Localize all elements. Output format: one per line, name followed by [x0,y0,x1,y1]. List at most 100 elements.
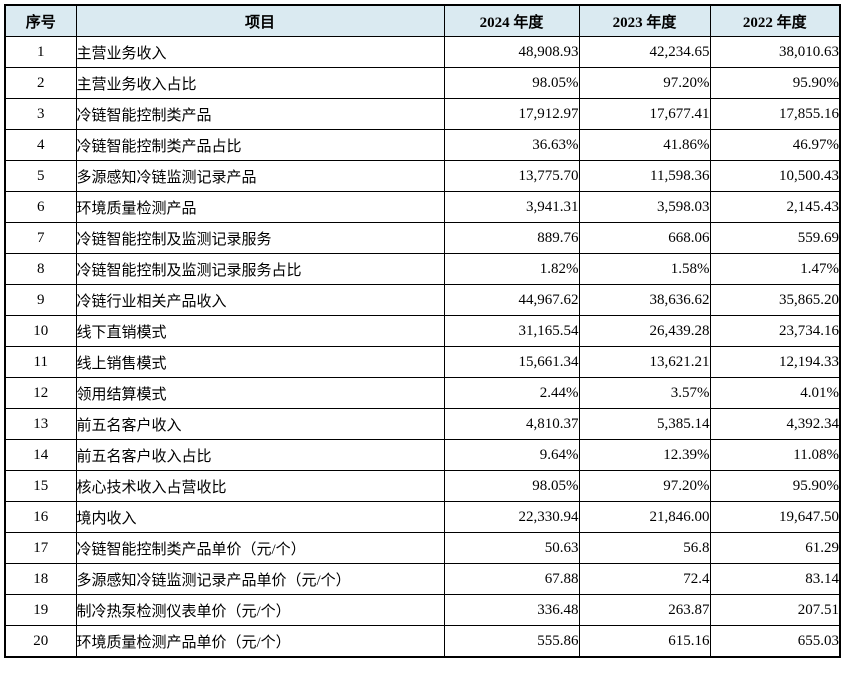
table-row: 17 冷链智能控制类产品单价（元/个） 50.63 56.8 61.29 [4,532,841,564]
table-row: 3 冷链智能控制类产品 17,912.97 17,677.41 17,855.1… [4,98,841,130]
financial-table: 序号 项目 2024 年度 2023 年度 2022 年度 1 主营业务收入 4… [4,4,841,658]
value-2024-cell: 48,908.93 [443,36,580,68]
value-2022-cell: 95.90% [709,67,841,99]
table-row: 20 环境质量检测产品单价（元/个） 555.86 615.16 655.03 [4,625,841,658]
value-2022-cell: 12,194.33 [709,346,841,378]
row-number-cell: 17 [4,532,77,564]
financial-table-container: 序号 项目 2024 年度 2023 年度 2022 年度 1 主营业务收入 4… [4,4,841,658]
value-2022-cell: 10,500.43 [709,160,841,192]
value-2024-cell: 22,330.94 [443,501,580,533]
value-2022-cell: 4.01% [709,377,841,409]
item-name-cell: 主营业务收入占比 [75,67,445,99]
row-number-cell: 11 [4,346,77,378]
value-2024-cell: 336.48 [443,594,580,626]
item-name-cell: 冷链智能控制类产品单价（元/个） [75,532,445,564]
row-number-cell: 1 [4,36,77,68]
row-number-cell: 5 [4,160,77,192]
table-row: 11 线上销售模式 15,661.34 13,621.21 12,194.33 [4,346,841,378]
value-2023-cell: 26,439.28 [578,315,711,347]
item-name-cell: 冷链智能控制类产品占比 [75,129,445,161]
table-row: 1 主营业务收入 48,908.93 42,234.65 38,010.63 [4,36,841,68]
value-2024-cell: 9.64% [443,439,580,471]
value-2022-cell: 61.29 [709,532,841,564]
table-row: 14 前五名客户收入占比 9.64% 12.39% 11.08% [4,439,841,471]
value-2022-cell: 17,855.16 [709,98,841,130]
value-2023-cell: 38,636.62 [578,284,711,316]
value-2024-cell: 2.44% [443,377,580,409]
row-number-cell: 16 [4,501,77,533]
value-2023-cell: 42,234.65 [578,36,711,68]
row-number-cell: 12 [4,377,77,409]
value-2024-cell: 67.88 [443,563,580,595]
row-number-cell: 14 [4,439,77,471]
value-2022-cell: 23,734.16 [709,315,841,347]
value-2023-cell: 12.39% [578,439,711,471]
item-name-cell: 线上销售模式 [75,346,445,378]
table-row: 4 冷链智能控制类产品占比 36.63% 41.86% 46.97% [4,129,841,161]
value-2022-cell: 11.08% [709,439,841,471]
value-2022-cell: 83.14 [709,563,841,595]
item-name-cell: 境内收入 [75,501,445,533]
value-2024-cell: 15,661.34 [443,346,580,378]
item-name-cell: 线下直销模式 [75,315,445,347]
table-row: 5 多源感知冷链监测记录产品 13,775.70 11,598.36 10,50… [4,160,841,192]
value-2022-cell: 19,647.50 [709,501,841,533]
row-number-cell: 10 [4,315,77,347]
item-name-cell: 冷链智能控制类产品 [75,98,445,130]
row-number-cell: 2 [4,67,77,99]
value-2023-cell: 11,598.36 [578,160,711,192]
header-2024: 2024 年度 [443,4,580,37]
header-no: 序号 [4,4,77,37]
value-2024-cell: 4,810.37 [443,408,580,440]
table-row: 6 环境质量检测产品 3,941.31 3,598.03 2,145.43 [4,191,841,223]
table-row: 15 核心技术收入占营收比 98.05% 97.20% 95.90% [4,470,841,502]
header-2023: 2023 年度 [578,4,711,37]
table-row: 16 境内收入 22,330.94 21,846.00 19,647.50 [4,501,841,533]
header-item: 项目 [75,4,445,37]
value-2023-cell: 72.4 [578,563,711,595]
value-2024-cell: 3,941.31 [443,191,580,223]
table-row: 19 制冷热泵检测仪表单价（元/个） 336.48 263.87 207.51 [4,594,841,626]
value-2022-cell: 559.69 [709,222,841,254]
row-number-cell: 20 [4,625,77,658]
value-2023-cell: 41.86% [578,129,711,161]
table-row: 10 线下直销模式 31,165.54 26,439.28 23,734.16 [4,315,841,347]
row-number-cell: 9 [4,284,77,316]
item-name-cell: 环境质量检测产品 [75,191,445,223]
item-name-cell: 核心技术收入占营收比 [75,470,445,502]
item-name-cell: 冷链智能控制及监测记录服务占比 [75,253,445,285]
value-2024-cell: 13,775.70 [443,160,580,192]
value-2024-cell: 17,912.97 [443,98,580,130]
item-name-cell: 冷链智能控制及监测记录服务 [75,222,445,254]
value-2023-cell: 3,598.03 [578,191,711,223]
item-name-cell: 前五名客户收入占比 [75,439,445,471]
value-2023-cell: 5,385.14 [578,408,711,440]
item-name-cell: 制冷热泵检测仪表单价（元/个） [75,594,445,626]
value-2023-cell: 56.8 [578,532,711,564]
value-2024-cell: 31,165.54 [443,315,580,347]
item-name-cell: 前五名客户收入 [75,408,445,440]
value-2024-cell: 36.63% [443,129,580,161]
row-number-cell: 4 [4,129,77,161]
table-row: 2 主营业务收入占比 98.05% 97.20% 95.90% [4,67,841,99]
value-2023-cell: 97.20% [578,470,711,502]
value-2022-cell: 655.03 [709,625,841,658]
table-row: 7 冷链智能控制及监测记录服务 889.76 668.06 559.69 [4,222,841,254]
value-2022-cell: 207.51 [709,594,841,626]
value-2024-cell: 44,967.62 [443,284,580,316]
item-name-cell: 冷链行业相关产品收入 [75,284,445,316]
value-2023-cell: 263.87 [578,594,711,626]
value-2022-cell: 46.97% [709,129,841,161]
item-name-cell: 多源感知冷链监测记录产品 [75,160,445,192]
row-number-cell: 8 [4,253,77,285]
value-2023-cell: 13,621.21 [578,346,711,378]
row-number-cell: 18 [4,563,77,595]
value-2022-cell: 1.47% [709,253,841,285]
value-2024-cell: 98.05% [443,67,580,99]
value-2024-cell: 555.86 [443,625,580,658]
table-row: 12 领用结算模式 2.44% 3.57% 4.01% [4,377,841,409]
value-2023-cell: 97.20% [578,67,711,99]
row-number-cell: 13 [4,408,77,440]
table-row: 13 前五名客户收入 4,810.37 5,385.14 4,392.34 [4,408,841,440]
value-2023-cell: 21,846.00 [578,501,711,533]
